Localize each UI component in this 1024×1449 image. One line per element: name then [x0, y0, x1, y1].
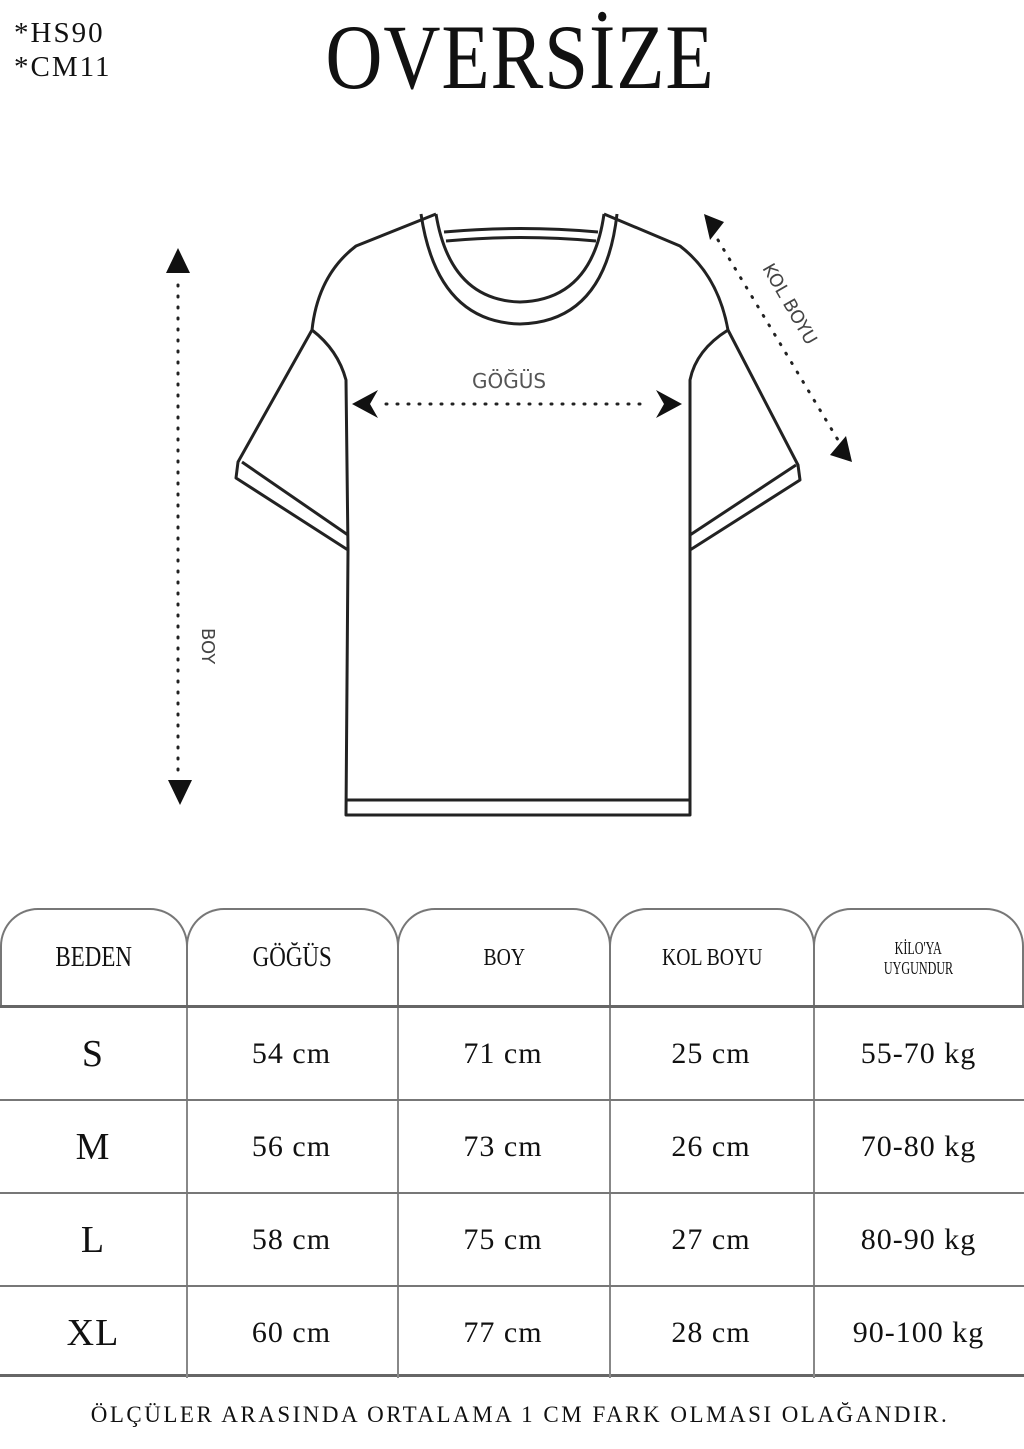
page-title: OVERSİZE	[325, 6, 715, 108]
product-codes: *HS90 *CM11	[14, 16, 112, 84]
length-label: BOY	[197, 628, 218, 665]
table-row: M 56 cm 73 cm 26 cm 70-80 kg	[0, 1101, 1024, 1194]
header-length: BOY	[397, 908, 611, 1006]
header-size: BEDEN	[0, 908, 188, 1006]
cell-length: 77 cm	[397, 1287, 611, 1378]
neck-tape	[443, 227, 599, 243]
cell-weight: 80-90 kg	[860, 1222, 977, 1256]
cell-chest: 56 cm	[186, 1101, 399, 1192]
cell-size: S	[0, 1008, 188, 1099]
cell-chest: 60 cm	[186, 1287, 399, 1378]
table-row: L 58 cm 75 cm 27 cm 80-90 kg	[0, 1194, 1024, 1287]
cell-sleeve: 27 cm	[609, 1194, 815, 1285]
sleeve-arrow-down-icon	[830, 436, 852, 462]
cell-size: L	[0, 1194, 188, 1285]
cell-weight: 55-70 kg	[860, 1036, 977, 1070]
cell-weight: 90-100 kg	[852, 1315, 985, 1349]
cell-sleeve: 26 cm	[609, 1101, 815, 1192]
cell-chest: 54 cm	[186, 1008, 399, 1099]
header-chest: GÖĞÜS	[186, 908, 399, 1006]
table-row: S 54 cm 71 cm 25 cm 55-70 kg	[0, 1008, 1024, 1101]
cell-size: M	[0, 1101, 188, 1192]
header-sleeve: KOL BOYU	[609, 908, 815, 1006]
footer-note: ÖLÇÜLER ARASINDA ORTALAMA 1 CM FARK OLMA…	[90, 1402, 950, 1427]
cell-sleeve: 28 cm	[609, 1287, 815, 1378]
right-cuff	[689, 463, 797, 537]
tshirt-diagram: GÖĞÜS KOL BOYU BOY	[166, 212, 852, 817]
cell-weight: 70-80 kg	[860, 1129, 977, 1163]
chest-arrow-left-icon	[352, 390, 378, 418]
length-arrow-up-icon	[166, 248, 190, 273]
table-row: XL 60 cm 77 cm 28 cm 90-100 kg	[0, 1287, 1024, 1380]
cell-length: 71 cm	[397, 1008, 611, 1099]
length-arrow-down-icon	[168, 780, 192, 805]
chest-arrow-right-icon	[656, 390, 682, 418]
neck-outer	[434, 213, 606, 304]
sleeve-arrow-up-icon	[704, 214, 724, 240]
table-body: S 54 cm 71 cm 25 cm 55-70 kg M 56 cm 73 …	[0, 1005, 1024, 1380]
cell-length: 75 cm	[397, 1194, 611, 1285]
cell-length: 73 cm	[397, 1101, 611, 1192]
code-cm: *CM11	[14, 51, 112, 83]
cell-chest: 58 cm	[186, 1194, 399, 1285]
code-hs: *HS90	[14, 17, 105, 49]
neck-inner	[419, 213, 619, 326]
header-weight: KİLO'YA UYGUNDUR	[813, 908, 1024, 1006]
right-sleeve-seam	[688, 328, 729, 550]
left-cuff	[241, 460, 349, 537]
cell-sleeve: 25 cm	[609, 1008, 815, 1099]
sleeve-label: KOL BOYU	[758, 260, 821, 349]
shirt-body-outline	[234, 212, 802, 817]
left-sleeve-seam	[311, 328, 350, 551]
chest-label: GÖĞÜS	[472, 369, 546, 393]
cell-size: XL	[0, 1287, 188, 1378]
